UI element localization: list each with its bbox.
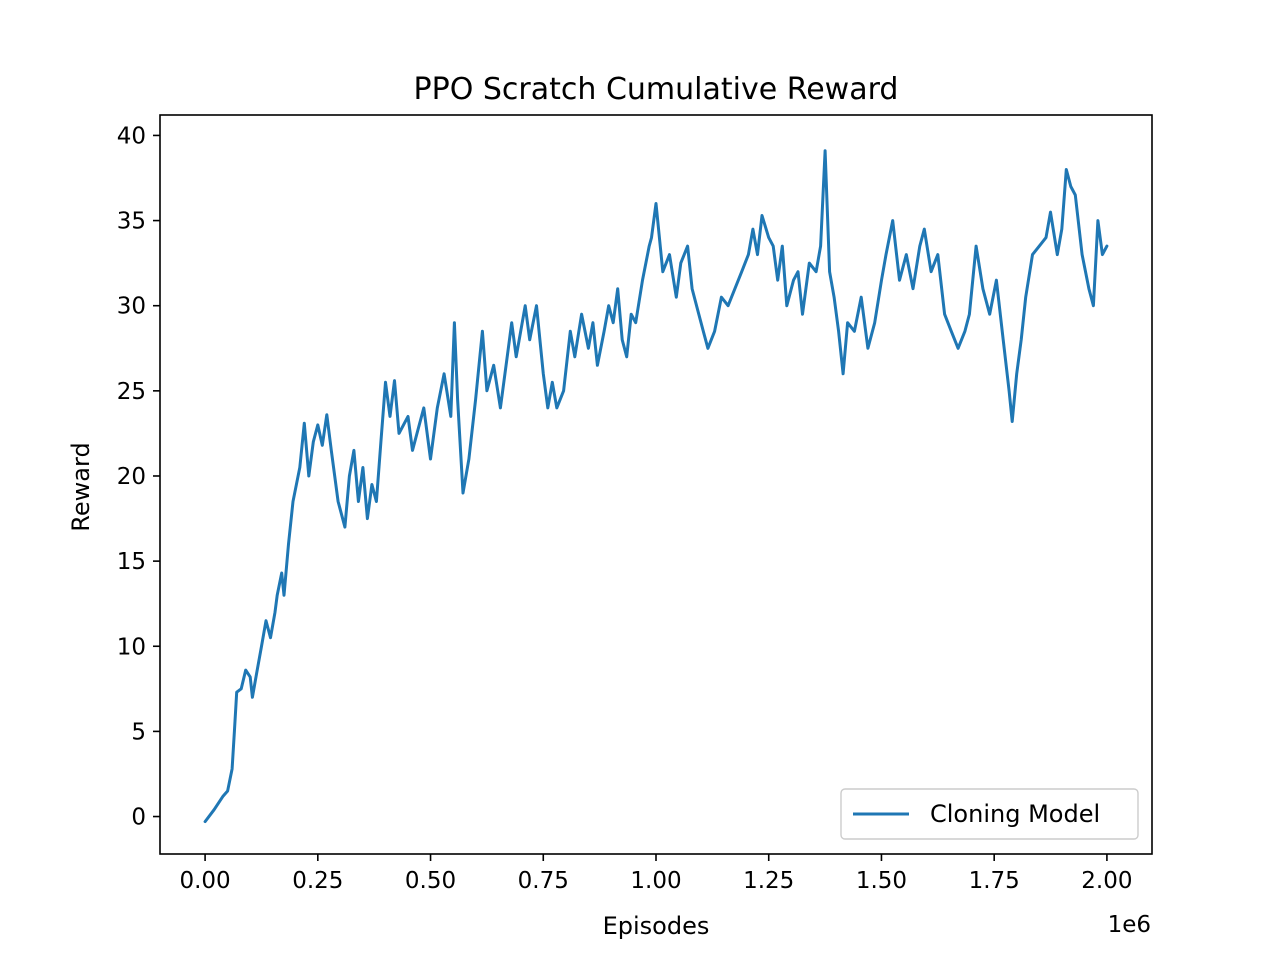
y-tick-label: 15 (117, 549, 146, 575)
y-tick-label: 0 (131, 805, 146, 831)
y-axis-label: Reward (67, 442, 95, 531)
y-tick-label: 5 (131, 719, 146, 745)
series-line-cloning-model (203, 149, 1109, 824)
chart-title: PPO Scratch Cumulative Reward (414, 72, 899, 107)
y-tick-label: 40 (117, 123, 146, 149)
x-axis-label: Episodes (603, 912, 710, 940)
y-tick-label: 35 (117, 209, 146, 235)
legend-label: Cloning Model (930, 800, 1100, 828)
x-tick-label: 0.00 (179, 868, 230, 894)
x-axis-ticks: 0.00 0.25 0.50 0.75 1.00 1.25 1.50 1.75 2.00 (179, 854, 1133, 894)
x-tick-label: 1.50 (856, 868, 907, 894)
x-tick-label: 0.25 (292, 868, 343, 894)
y-tick-label: 20 (117, 464, 146, 490)
y-tick-label: 25 (117, 379, 146, 405)
x-tick-label: 1.00 (630, 868, 681, 894)
x-tick-label: 0.50 (405, 868, 456, 894)
y-axis-ticks: 0 5 10 15 20 25 30 35 40 (117, 123, 160, 831)
x-axis-offset-label: 1e6 (1108, 912, 1151, 938)
y-tick-label: 10 (117, 634, 146, 660)
plot-series (203, 149, 1109, 824)
legend: Cloning Model (840, 788, 1139, 840)
y-tick-label: 30 (117, 294, 146, 320)
axes-frame (159, 114, 1153, 855)
legend-box (840, 788, 1139, 840)
x-tick-label: 1.25 (743, 868, 794, 894)
x-tick-label: 0.75 (518, 868, 569, 894)
x-tick-label: 1.75 (969, 868, 1020, 894)
x-tick-label: 2.00 (1081, 868, 1132, 894)
